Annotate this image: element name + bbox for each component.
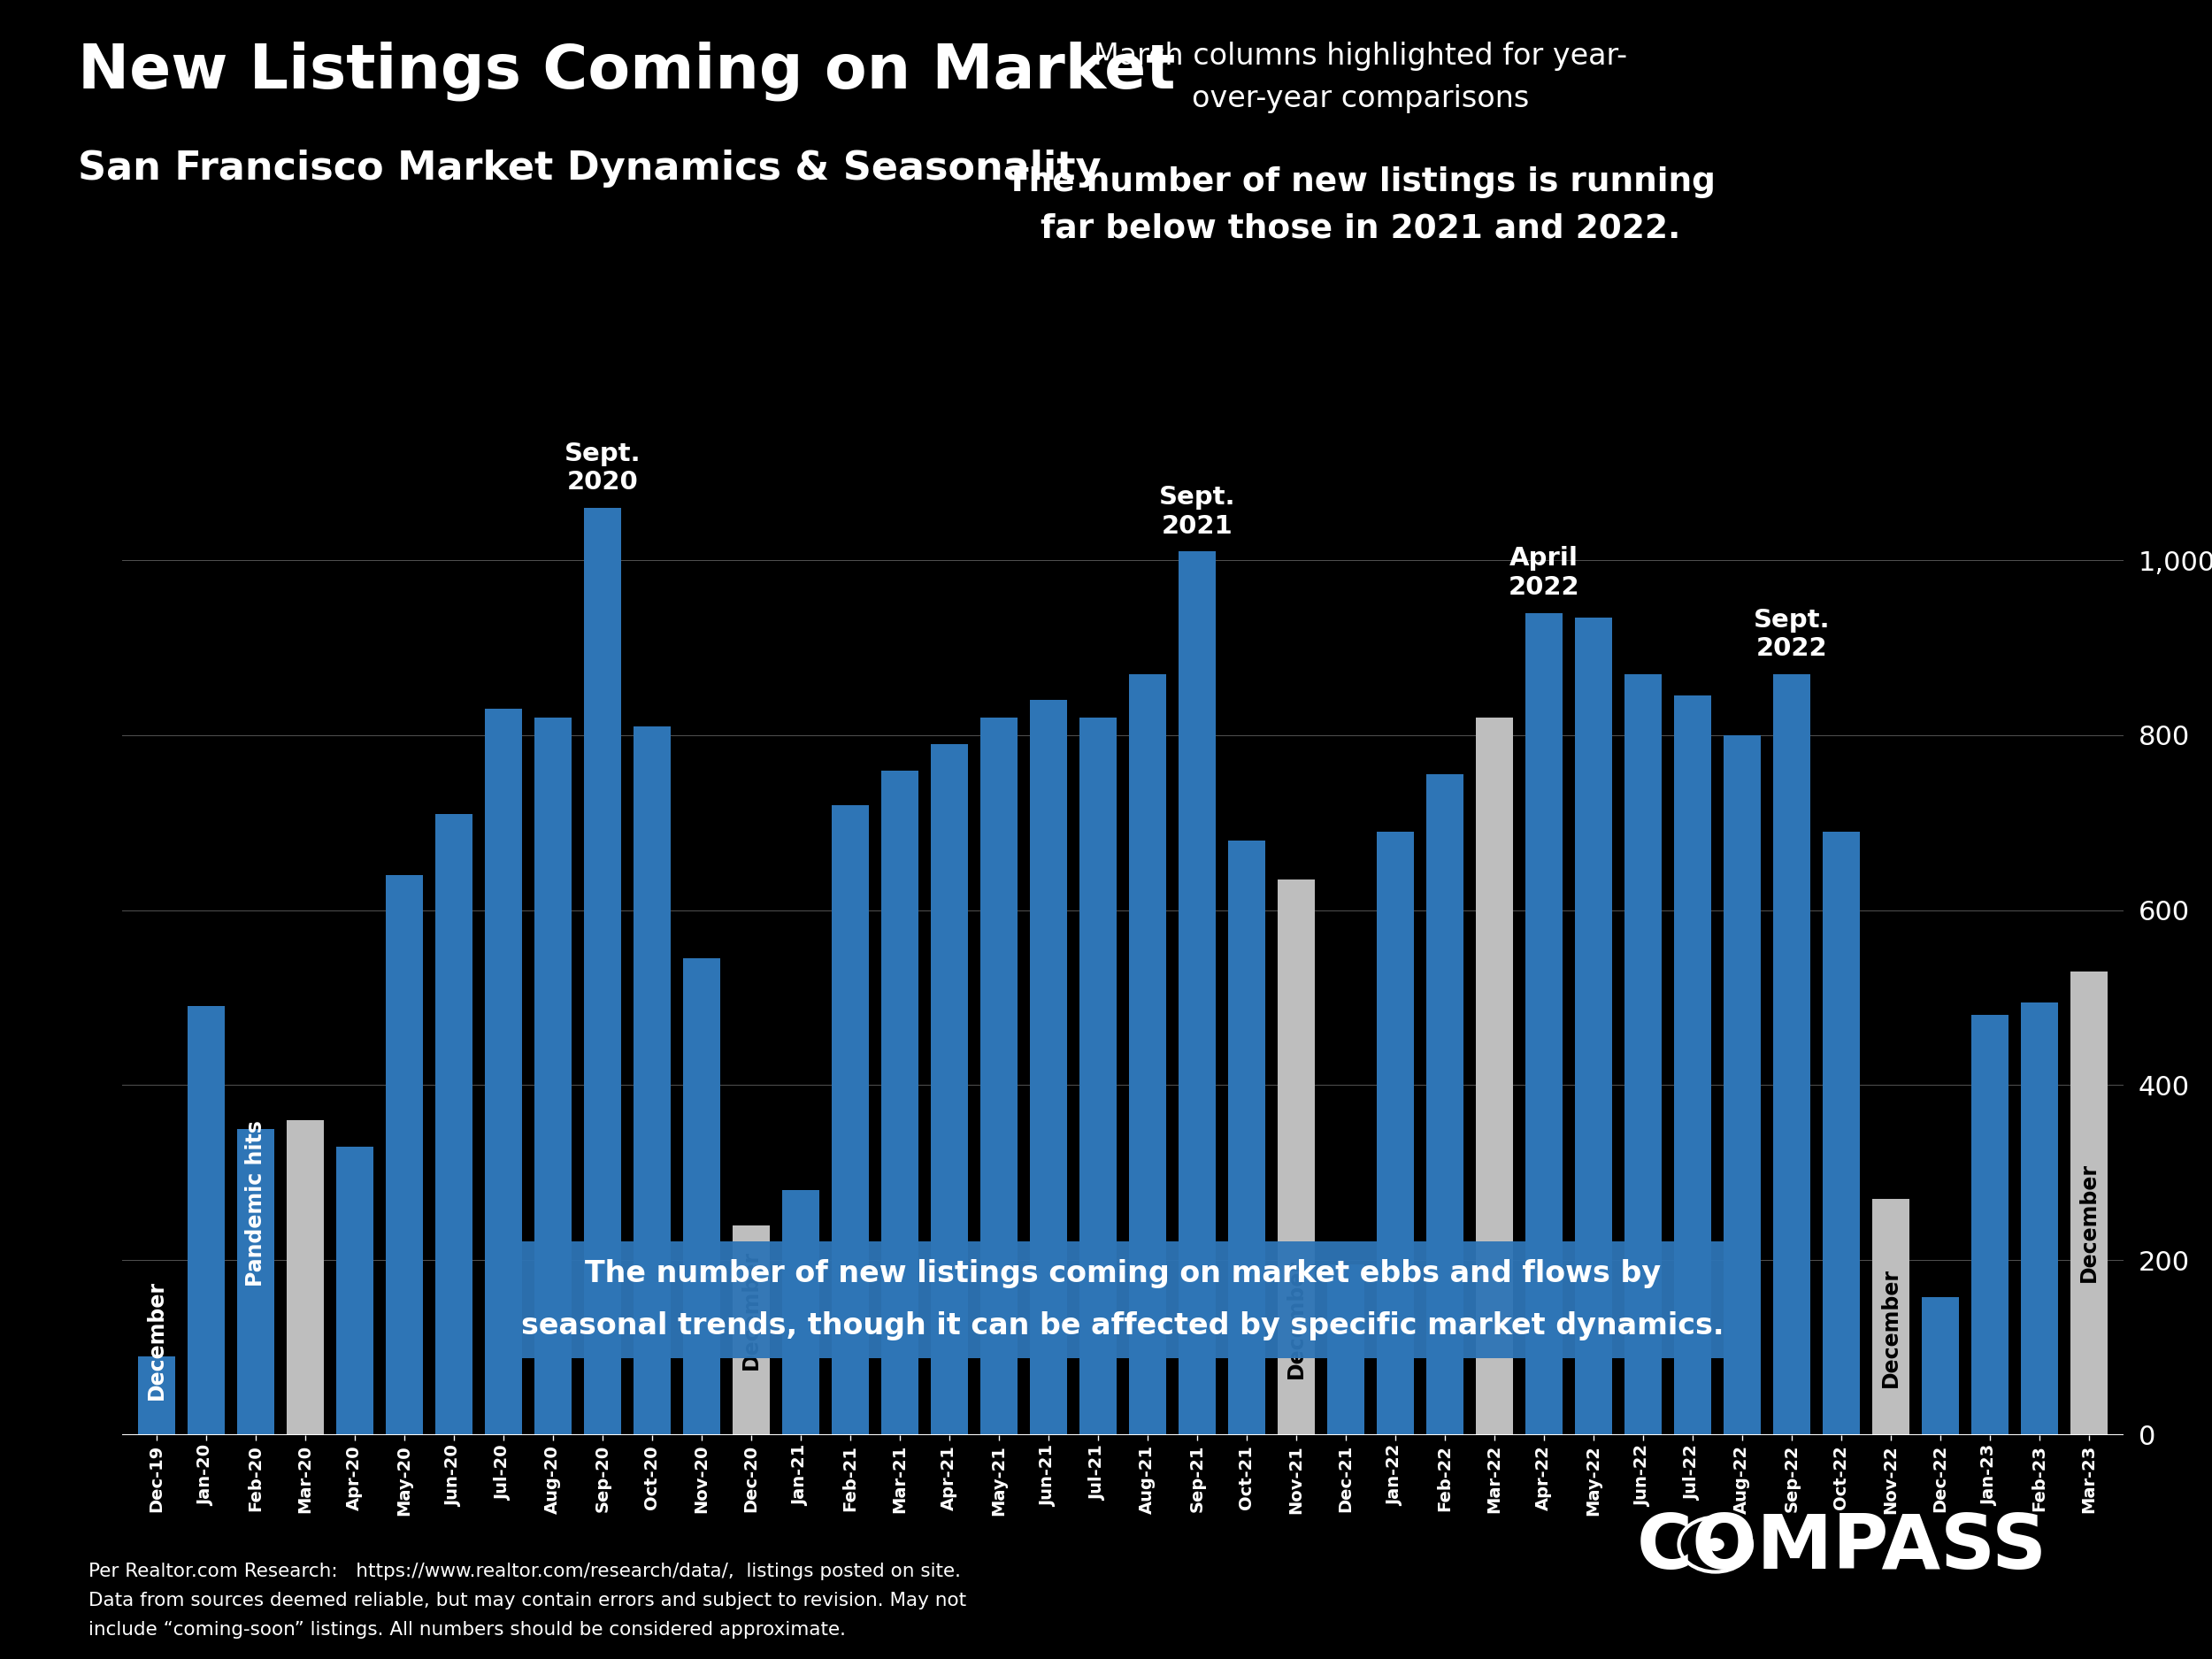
Text: Sept.
2022: Sept. 2022 xyxy=(1754,607,1829,660)
Text: Sept.
2021: Sept. 2021 xyxy=(1159,484,1234,539)
Text: December: December xyxy=(1880,1267,1902,1387)
Bar xyxy=(1774,674,1809,1435)
Bar xyxy=(1079,718,1117,1435)
Bar xyxy=(2070,972,2108,1435)
Bar xyxy=(484,708,522,1435)
Bar xyxy=(1427,775,1464,1435)
Text: Pandemic hits: Pandemic hits xyxy=(246,1120,265,1286)
Bar xyxy=(1723,735,1761,1435)
Text: December: December xyxy=(2079,1163,2099,1282)
Bar xyxy=(931,743,967,1435)
Bar xyxy=(137,1357,175,1435)
Bar xyxy=(533,718,571,1435)
Text: April
2022: April 2022 xyxy=(1509,546,1579,599)
Bar xyxy=(1575,617,1613,1435)
Bar xyxy=(1526,612,1562,1435)
Bar xyxy=(2022,1002,2057,1435)
Bar xyxy=(732,1224,770,1435)
Bar xyxy=(1624,674,1661,1435)
Text: December: December xyxy=(146,1281,166,1400)
Bar xyxy=(436,815,471,1435)
Bar xyxy=(1179,551,1217,1435)
Bar xyxy=(832,805,869,1435)
Bar xyxy=(584,508,622,1435)
Bar xyxy=(1376,831,1413,1435)
Text: December: December xyxy=(741,1249,761,1369)
Bar xyxy=(684,959,719,1435)
Bar xyxy=(1228,839,1265,1435)
Bar xyxy=(633,727,670,1435)
Bar xyxy=(1674,695,1712,1435)
Text: Sept.
2020: Sept. 2020 xyxy=(564,441,641,494)
Bar xyxy=(980,718,1018,1435)
Bar xyxy=(1327,1264,1365,1435)
Bar xyxy=(1871,1199,1909,1435)
Text: San Francisco Market Dynamics & Seasonality: San Francisco Market Dynamics & Seasonal… xyxy=(77,149,1102,187)
Text: December: December xyxy=(1285,1259,1307,1379)
Text: The number of new listings coming on market ebbs and flows by
seasonal trends, t: The number of new listings coming on mar… xyxy=(522,1259,1723,1340)
Bar xyxy=(385,876,422,1435)
Bar xyxy=(1128,674,1166,1435)
Text: March columns highlighted for year-
over-year comparisons: March columns highlighted for year- over… xyxy=(1093,41,1628,114)
Bar xyxy=(880,770,918,1435)
Bar xyxy=(1971,1015,2008,1435)
Bar xyxy=(1922,1297,1960,1435)
Bar xyxy=(1279,879,1314,1435)
Bar xyxy=(1029,700,1066,1435)
Text: COMPASS: COMPASS xyxy=(1637,1511,2048,1584)
Bar xyxy=(336,1146,374,1435)
Text: Per Realtor.com Research:   https://www.realtor.com/research/data/,  listings po: Per Realtor.com Research: https://www.re… xyxy=(88,1563,967,1639)
Bar xyxy=(1475,718,1513,1435)
Bar xyxy=(1823,831,1860,1435)
Bar xyxy=(188,1007,223,1435)
Text: New Listings Coming on Market: New Listings Coming on Market xyxy=(77,41,1175,101)
Bar xyxy=(237,1128,274,1435)
Bar xyxy=(285,1120,323,1435)
Text: The number of new listings is running
far below those in 2021 and 2022.: The number of new listings is running fa… xyxy=(1006,166,1714,244)
Bar xyxy=(781,1190,818,1435)
